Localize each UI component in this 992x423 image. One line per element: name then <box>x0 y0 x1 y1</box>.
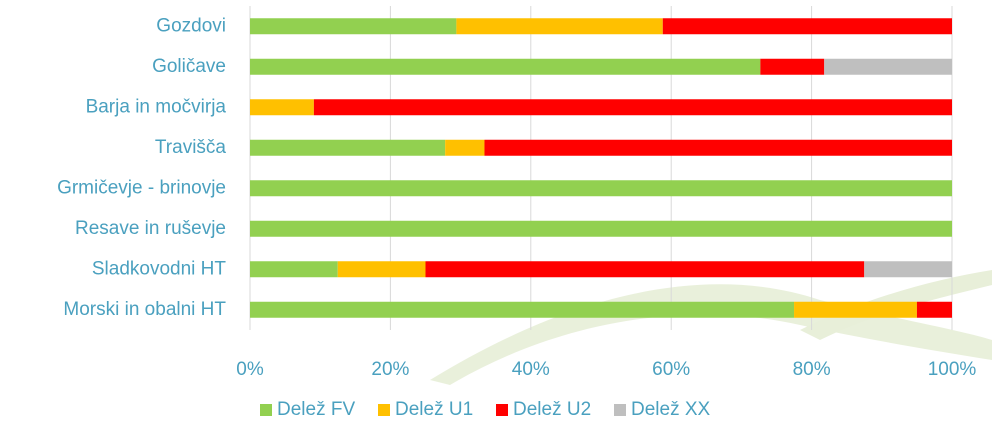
x-tick-label: 20% <box>371 359 409 380</box>
chart: 0% 20% 40% 60% 80% 100% Gozdovi Goličave Barja i… <box>0 0 992 423</box>
bar-segment <box>917 302 952 318</box>
y-tick-label: Resave in ruševje <box>75 218 226 239</box>
legend-swatch <box>496 404 508 416</box>
y-tick-label: Gozdovi <box>156 15 226 36</box>
y-tick-label: Travišča <box>155 137 227 158</box>
y-tick-label: Goličave <box>152 56 226 77</box>
legend-label: Delež XX <box>631 399 711 420</box>
bar-segment <box>250 302 794 318</box>
bar-segment <box>250 99 314 115</box>
bar-segment <box>864 261 952 277</box>
bar-segment <box>250 180 952 196</box>
bar-segment <box>484 140 952 156</box>
x-tick-label: 80% <box>793 359 831 380</box>
legend-label: Delež U1 <box>395 399 473 420</box>
bar-segment <box>760 59 824 75</box>
bar-segment <box>250 59 760 75</box>
legend-label: Delež U2 <box>513 399 591 420</box>
x-tick-label: 100% <box>928 359 977 380</box>
x-tick-label: 0% <box>236 359 264 380</box>
bar-segment <box>824 59 952 75</box>
legend-swatch <box>378 404 390 416</box>
legend-swatch <box>614 404 626 416</box>
bar-segment <box>663 18 952 34</box>
bar-segment <box>250 221 952 237</box>
bar-segment <box>338 261 426 277</box>
x-tick-label: 40% <box>512 359 550 380</box>
legend-swatch <box>260 404 272 416</box>
bar-segment <box>794 302 917 318</box>
y-tick-label: Morski in obalni HT <box>63 299 226 320</box>
bar-segment <box>314 99 952 115</box>
bar-segment <box>250 18 456 34</box>
bar-segment <box>250 140 445 156</box>
legend-label: Delež FV <box>277 399 355 420</box>
y-tick-label: Grmičevje - brinovje <box>57 177 226 198</box>
y-tick-label: Barja in močvirja <box>86 96 227 117</box>
bar-segment <box>456 18 662 34</box>
bar-segment <box>250 261 338 277</box>
y-tick-label: Sladkovodni HT <box>92 258 227 279</box>
x-tick-label: 60% <box>652 359 690 380</box>
bar-segment <box>426 261 865 277</box>
bar-segment <box>445 140 484 156</box>
